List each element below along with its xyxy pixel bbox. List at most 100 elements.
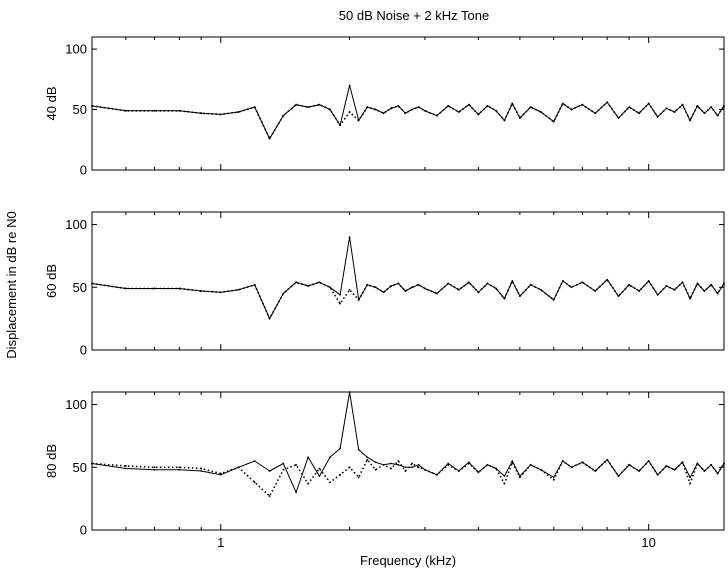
data-point (467, 103, 470, 106)
data-point (467, 461, 470, 464)
y-tick-label: 100 (65, 42, 87, 57)
data-point (390, 467, 392, 470)
data-point (397, 105, 400, 107)
data-point (647, 102, 650, 105)
data-point (357, 476, 360, 479)
data-point (723, 282, 725, 285)
data-point (411, 462, 414, 465)
data-point (424, 109, 426, 112)
data-point (656, 115, 659, 118)
data-point (647, 460, 650, 462)
data-point (518, 476, 521, 479)
data-point (339, 293, 341, 296)
data-point (606, 278, 609, 281)
data-point (374, 286, 377, 289)
data-point (606, 458, 609, 461)
data-point (703, 290, 706, 292)
data-point (397, 463, 400, 466)
series-line-dotted (91, 278, 725, 320)
data-point (178, 468, 181, 471)
data-point (366, 283, 369, 286)
data-point (318, 281, 321, 284)
data-point (581, 103, 584, 106)
x-tick-label: 1 (217, 535, 224, 550)
data-point (411, 108, 414, 111)
data-point (617, 117, 620, 119)
data-point (295, 103, 298, 106)
data-point (486, 105, 489, 107)
panel-frame (91, 211, 725, 351)
panel-2: 0 50 100 60 dB (44, 211, 725, 358)
data-point (124, 287, 127, 290)
data-point (570, 108, 573, 111)
data-point (638, 112, 641, 115)
data-point (570, 286, 573, 289)
data-point (348, 84, 351, 87)
data-point (581, 461, 584, 464)
data-point (153, 109, 156, 112)
data-point (318, 467, 321, 470)
data-point (628, 106, 630, 109)
panel-ylabel: 80 dB (44, 444, 59, 478)
data-point (477, 291, 480, 294)
data-point (219, 473, 222, 476)
data-point (282, 462, 285, 465)
data-point (253, 481, 256, 484)
data-point (703, 470, 706, 472)
data-point (540, 468, 542, 471)
panel-frame (91, 391, 725, 531)
data-point (594, 112, 597, 115)
series-line-dotted (91, 101, 725, 140)
data-point (282, 468, 285, 471)
data-point (178, 287, 181, 290)
y-axis-label: Displacement in dB re N0 (4, 211, 19, 358)
data-point (467, 462, 470, 465)
data-point (561, 460, 564, 462)
data-point (348, 391, 351, 393)
data-point (417, 283, 420, 286)
data-point (124, 467, 127, 470)
data-point (390, 285, 392, 287)
data-point (503, 297, 506, 300)
data-point (404, 470, 407, 472)
data-point (628, 283, 630, 286)
data-point (673, 468, 676, 471)
data-point (561, 102, 564, 105)
data-point (374, 108, 377, 111)
data-point (237, 111, 240, 113)
data-point (424, 468, 426, 471)
data-point (723, 105, 725, 107)
data-point (486, 463, 489, 466)
data-point (447, 462, 450, 465)
panel-frame (91, 36, 725, 171)
data-point (552, 120, 555, 123)
data-point (703, 112, 706, 115)
data-point (696, 282, 699, 285)
data-point (397, 282, 400, 285)
data-point (268, 137, 271, 140)
data-point (689, 476, 692, 479)
data-point (716, 472, 719, 475)
data-point (529, 283, 532, 286)
data-point (511, 102, 514, 105)
data-point (673, 288, 676, 291)
data-point (606, 101, 609, 104)
data-point (411, 286, 414, 289)
series-line-dotted (91, 458, 725, 497)
data-point (689, 119, 692, 122)
data-point (200, 470, 203, 472)
data-point (339, 447, 341, 450)
data-point (390, 107, 392, 110)
data-point (436, 473, 438, 476)
data-point (495, 467, 498, 470)
panel-ylabel: 60 dB (44, 264, 59, 298)
data-point (617, 475, 620, 477)
data-point (91, 105, 93, 107)
data-point (681, 103, 684, 106)
data-point (307, 106, 310, 109)
data-point (638, 470, 641, 472)
data-point (366, 456, 369, 459)
data-point (411, 466, 414, 469)
data-point (91, 282, 93, 285)
